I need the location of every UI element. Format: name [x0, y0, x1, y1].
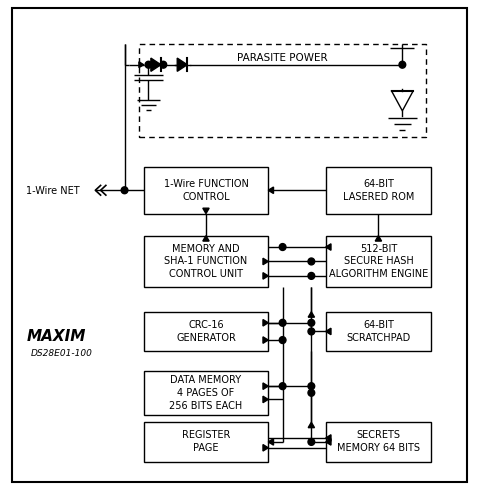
- Text: DATA MEMORY
4 PAGES OF
256 BITS EACH: DATA MEMORY 4 PAGES OF 256 BITS EACH: [170, 375, 242, 410]
- Polygon shape: [203, 236, 209, 241]
- Bar: [326, 422, 431, 462]
- Circle shape: [160, 61, 167, 68]
- Circle shape: [145, 61, 152, 68]
- Polygon shape: [263, 258, 268, 265]
- Polygon shape: [375, 236, 382, 241]
- Polygon shape: [326, 438, 331, 445]
- Polygon shape: [308, 312, 315, 317]
- Text: 64-BIT
LASERED ROM: 64-BIT LASERED ROM: [342, 179, 414, 202]
- Circle shape: [399, 61, 406, 68]
- Polygon shape: [263, 383, 268, 389]
- Text: 64-BIT
SCRATCHPAD: 64-BIT SCRATCHPAD: [346, 320, 411, 343]
- Text: SECRETS
MEMORY 64 BITS: SECRETS MEMORY 64 BITS: [337, 431, 420, 453]
- Text: DS28E01-100: DS28E01-100: [31, 349, 93, 358]
- Polygon shape: [268, 187, 274, 193]
- Circle shape: [279, 337, 286, 344]
- Bar: [326, 167, 431, 214]
- Bar: [326, 236, 431, 287]
- Bar: [144, 371, 268, 415]
- Circle shape: [308, 273, 315, 279]
- Text: 512-BIT
SECURE HASH
ALGORITHM ENGINE: 512-BIT SECURE HASH ALGORITHM ENGINE: [329, 244, 428, 279]
- Text: MAXIM: MAXIM: [26, 329, 86, 344]
- Circle shape: [308, 383, 315, 390]
- Circle shape: [308, 328, 315, 335]
- Polygon shape: [263, 396, 268, 403]
- Polygon shape: [263, 444, 268, 451]
- Bar: [144, 312, 268, 351]
- Circle shape: [279, 383, 286, 390]
- Circle shape: [308, 319, 315, 326]
- Bar: [326, 312, 431, 351]
- Circle shape: [308, 389, 315, 396]
- Circle shape: [308, 438, 315, 445]
- Polygon shape: [263, 337, 268, 343]
- Bar: [144, 236, 268, 287]
- Text: MEMORY AND
SHA-1 FUNCTION
CONTROL UNIT: MEMORY AND SHA-1 FUNCTION CONTROL UNIT: [164, 244, 248, 279]
- Bar: [144, 167, 268, 214]
- Polygon shape: [326, 328, 331, 335]
- Circle shape: [121, 187, 128, 194]
- Bar: [139, 44, 426, 137]
- Polygon shape: [203, 208, 209, 214]
- Text: CRC-16
GENERATOR: CRC-16 GENERATOR: [176, 320, 236, 343]
- Polygon shape: [326, 435, 331, 441]
- Polygon shape: [308, 422, 315, 428]
- Polygon shape: [268, 438, 274, 445]
- Polygon shape: [263, 273, 268, 279]
- Bar: [144, 422, 268, 462]
- Text: 1-Wire NET: 1-Wire NET: [26, 187, 80, 196]
- Text: PARASITE POWER: PARASITE POWER: [237, 53, 328, 63]
- Circle shape: [279, 244, 286, 250]
- Polygon shape: [151, 58, 161, 71]
- Text: REGISTER
PAGE: REGISTER PAGE: [182, 431, 230, 453]
- Text: 1-Wire FUNCTION
CONTROL: 1-Wire FUNCTION CONTROL: [163, 179, 249, 202]
- Polygon shape: [326, 244, 331, 250]
- Circle shape: [279, 319, 286, 326]
- Circle shape: [308, 258, 315, 265]
- Polygon shape: [263, 320, 268, 326]
- Polygon shape: [177, 58, 187, 71]
- Polygon shape: [139, 62, 144, 68]
